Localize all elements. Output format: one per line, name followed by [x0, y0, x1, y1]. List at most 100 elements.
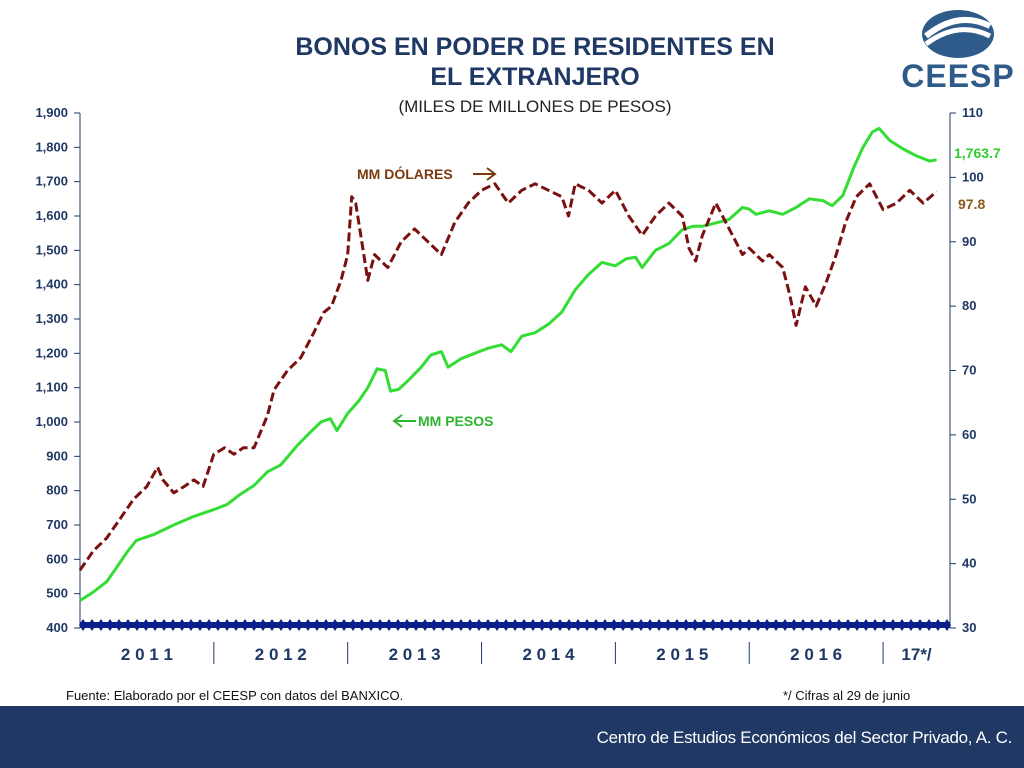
- annotation-mm-dolares: MM DÓLARES: [357, 165, 453, 182]
- x-axis-diamond: [214, 619, 222, 631]
- ceesp-logo: CEESP: [896, 6, 1020, 94]
- x-axis-diamond: [241, 619, 249, 631]
- right-tick-label: 40: [962, 556, 976, 571]
- x-axis-diamond: [304, 619, 312, 631]
- year-label: 2 0 1 4: [522, 645, 575, 664]
- x-axis-diamond: [538, 619, 546, 631]
- x-axis-diamond: [502, 619, 510, 631]
- x-axis-diamond: [169, 619, 177, 631]
- x-axis-diamond: [601, 619, 609, 631]
- x-axis-diamond: [574, 619, 582, 631]
- x-axis-diamond: [133, 619, 141, 631]
- series-line-mm-pesos: [79, 126, 937, 602]
- x-axis-diamond: [259, 619, 267, 631]
- x-axis-diamond: [358, 619, 366, 631]
- x-axis-diamond: [376, 619, 384, 631]
- x-axis-diamond: [763, 619, 771, 631]
- x-axis-diamond: [934, 619, 942, 631]
- x-axis-diamond: [745, 619, 753, 631]
- x-axis-diamond: [862, 619, 870, 631]
- x-axis-diamond: [619, 619, 627, 631]
- x-axis-diamond: [898, 619, 906, 631]
- x-axis-diamond: [313, 619, 321, 631]
- x-axis-diamond: [565, 619, 573, 631]
- x-axis-diamond: [925, 619, 933, 631]
- annotation-mm-pesos: MM PESOS: [418, 413, 493, 429]
- x-axis-diamond: [682, 619, 690, 631]
- x-axis-diamond: [142, 619, 150, 631]
- x-axis-diamond: [943, 619, 951, 631]
- x-axis-diamond: [844, 619, 852, 631]
- x-axis-diamond: [331, 619, 339, 631]
- series-line-mm-dolares: [78, 182, 938, 571]
- x-axis-diamond: [448, 619, 456, 631]
- x-axis-diamond: [772, 619, 780, 631]
- left-tick-label: 1,900: [35, 105, 68, 120]
- left-tick-label: 1,300: [35, 311, 68, 326]
- data-cutoff-note: */ Cifras al 29 de junio: [783, 688, 911, 703]
- x-axis-diamond: [79, 619, 87, 631]
- x-axis-diamond: [457, 619, 465, 631]
- x-axis-diamond: [556, 619, 564, 631]
- x-axis-diamond: [754, 619, 762, 631]
- arrow-left-icon: [392, 414, 416, 428]
- right-tick-label: 80: [962, 298, 976, 313]
- x-axis-diamond: [592, 619, 600, 631]
- x-axis-diamond: [718, 619, 726, 631]
- x-axis-diamond: [196, 619, 204, 631]
- x-axis-diamond: [295, 619, 303, 631]
- left-tick-label: 1,500: [35, 242, 68, 257]
- x-axis-diamond: [367, 619, 375, 631]
- x-axis-diamond: [124, 619, 132, 631]
- x-axis-diamond: [727, 619, 735, 631]
- x-axis-diamond: [583, 619, 591, 631]
- x-axis-diamond: [628, 619, 636, 631]
- x-axis-diamond: [853, 619, 861, 631]
- right-tick-label: 60: [962, 427, 976, 442]
- end-label-pesos: 1,763.7: [954, 145, 1001, 161]
- x-axis-diamond: [97, 619, 105, 631]
- x-axis-diamond: [394, 619, 402, 631]
- ceesp-logo-icon: [922, 10, 994, 58]
- left-tick-label: 400: [46, 620, 68, 635]
- left-tick-label: 600: [46, 551, 68, 566]
- source-note: Fuente: Elaborado por el CEESP con datos…: [66, 688, 404, 703]
- x-axis-diamond: [799, 619, 807, 631]
- x-axis-diamond: [511, 619, 519, 631]
- x-axis-diamond: [205, 619, 213, 631]
- x-axis-diamond: [322, 619, 330, 631]
- x-axis-diamond: [520, 619, 528, 631]
- year-label: 2 0 1 2: [255, 645, 307, 664]
- x-axis-diamond: [691, 619, 699, 631]
- x-axis-diamond: [808, 619, 816, 631]
- x-axis-diamond: [835, 619, 843, 631]
- x-axis-diamond: [664, 619, 672, 631]
- x-axis-diamond: [430, 619, 438, 631]
- year-label: 2 0 1 1: [121, 645, 173, 664]
- x-axis-diamond: [412, 619, 420, 631]
- x-axis-diamond: [610, 619, 618, 631]
- year-label: 2 0 1 3: [389, 645, 441, 664]
- chart-title-line2: EL EXTRANJERO: [430, 63, 640, 91]
- left-tick-label: 900: [46, 448, 68, 463]
- footer-bar: Centro de Estudios Económicos del Sector…: [0, 706, 1024, 768]
- x-axis-diamond: [349, 619, 357, 631]
- chart-subtitle: (MILES DE MILLONES DE PESOS): [398, 97, 672, 116]
- year-label: 17*/: [901, 645, 932, 664]
- x-axis-diamond: [385, 619, 393, 631]
- x-axis-diamond: [277, 619, 285, 631]
- right-tick-label: 30: [962, 620, 976, 635]
- arrow-right-icon: [473, 167, 497, 181]
- year-label: 2 0 1 5: [656, 645, 708, 664]
- left-tick-label: 1,700: [35, 174, 68, 189]
- x-axis-diamond: [187, 619, 195, 631]
- x-axis-diamond: [286, 619, 294, 631]
- left-tick-label: 1,000: [35, 414, 68, 429]
- x-axis-diamond: [250, 619, 258, 631]
- x-axis-diamond: [340, 619, 348, 631]
- x-axis-diamond: [709, 619, 717, 631]
- x-axis-diamond: [736, 619, 744, 631]
- x-axis-diamond: [871, 619, 879, 631]
- left-tick-label: 700: [46, 517, 68, 532]
- x-axis-diamond: [223, 619, 231, 631]
